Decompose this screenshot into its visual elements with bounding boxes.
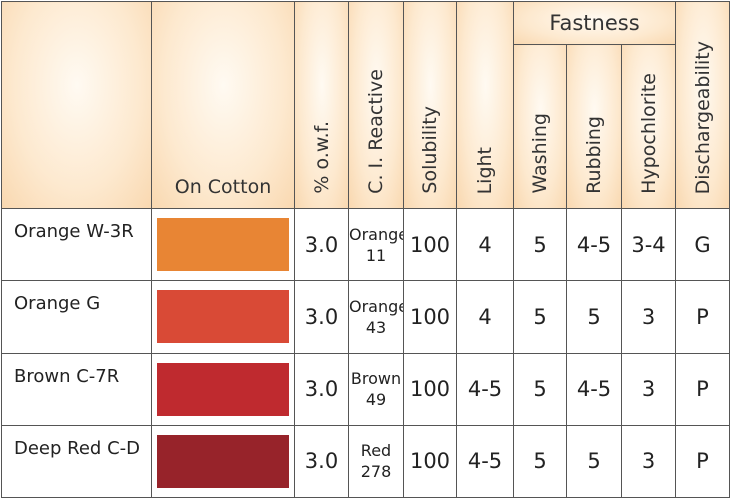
swatch-cell: [151, 207, 295, 282]
washing-value: 5: [513, 280, 567, 354]
ci-number: 278: [360, 462, 392, 482]
ci-name: Brown: [350, 369, 402, 389]
swatch-cell: [151, 280, 295, 354]
rubbing-value: 4-5: [566, 352, 622, 426]
ci-number: 49: [365, 390, 387, 410]
owf-value: 3.0: [294, 207, 349, 282]
light-value: 4-5: [456, 352, 514, 426]
rubbing-value: 5: [566, 280, 622, 354]
ci-number: 11: [365, 245, 387, 265]
header-owf: % o.w.f.: [294, 1, 349, 209]
color-swatch: [157, 434, 289, 488]
header-light-label: Light: [474, 146, 496, 194]
header-hypochlorite-label: Hypochlorite: [637, 73, 660, 194]
hypochlorite-value: 3: [621, 352, 676, 426]
dischargeability-value: P: [675, 424, 730, 499]
color-swatch: [157, 218, 289, 272]
header-solubility-label: Solubility: [419, 106, 441, 194]
header-fastness: Fastness: [513, 1, 676, 45]
dye-name: Orange G: [1, 280, 152, 354]
color-swatch: [157, 290, 289, 344]
hypochlorite-value: 3: [621, 280, 676, 354]
table-row: Brown C-7R 3.0 Brown 49 100 4-5 5 4-5 3 P: [1, 352, 730, 426]
header-rubbing: Rubbing: [566, 44, 622, 209]
washing-value: 5: [513, 207, 567, 282]
header-ci-reactive-label: C. I. Reactive: [365, 69, 387, 194]
solubility-value: 100: [403, 352, 457, 426]
header-on-cotton: On Cotton: [151, 1, 295, 209]
solubility-value: 100: [403, 424, 457, 499]
washing-value: 5: [513, 424, 567, 499]
hypochlorite-value: 3: [621, 424, 676, 499]
table-row: Orange W-3R 3.0 Orange 11 100 4 5 4-5 3-4…: [1, 207, 730, 282]
swatch-cell: [151, 424, 295, 499]
dye-name: Deep Red C-D: [1, 424, 152, 499]
owf-value: 3.0: [294, 280, 349, 354]
dye-name: Brown C-7R: [1, 352, 152, 426]
ci-number: 43: [365, 317, 387, 337]
light-value: 4: [456, 207, 514, 282]
ci-name: Red: [360, 441, 392, 461]
table-row: Orange G 3.0 Orange 43 100 4 5 5 3 P: [1, 280, 730, 354]
solubility-value: 100: [403, 280, 457, 354]
header-hypochlorite: Hypochlorite: [621, 44, 676, 209]
hypochlorite-value: 3-4: [621, 207, 676, 282]
header-owf-label: % o.w.f.: [310, 121, 333, 194]
swatch-cell: [151, 352, 295, 426]
ci-name: Orange: [349, 296, 404, 316]
table-row: Deep Red C-D 3.0 Red 278 100 4-5 5 5 3 P: [1, 424, 730, 499]
light-value: 4: [456, 280, 514, 354]
owf-value: 3.0: [294, 424, 349, 499]
ci-reactive-value: Brown 49: [348, 352, 404, 426]
header-dischargeability-label: Dischargeability: [691, 40, 714, 194]
owf-value: 3.0: [294, 352, 349, 426]
header-ci-reactive: C. I. Reactive: [348, 1, 404, 209]
ci-name: Orange: [349, 224, 404, 244]
header-name-blank: [1, 1, 152, 209]
solubility-value: 100: [403, 207, 457, 282]
ci-reactive-value: Orange 11: [348, 207, 404, 282]
header-dischargeability: Dischargeability: [675, 1, 730, 209]
dischargeability-value: G: [675, 207, 730, 282]
rubbing-value: 5: [566, 424, 622, 499]
ci-reactive-value: Red 278: [348, 424, 404, 499]
color-swatch: [157, 362, 289, 416]
dischargeability-value: P: [675, 280, 730, 354]
header-washing-label: Washing: [529, 113, 551, 194]
header-washing: Washing: [513, 44, 567, 209]
rubbing-value: 4-5: [566, 207, 622, 282]
dischargeability-value: P: [675, 352, 730, 426]
light-value: 4-5: [456, 424, 514, 499]
washing-value: 5: [513, 352, 567, 426]
header-rubbing-label: Rubbing: [583, 116, 605, 194]
header-light: Light: [456, 1, 514, 209]
ci-reactive-value: Orange 43: [348, 280, 404, 354]
dye-name: Orange W-3R: [1, 207, 152, 282]
header-solubility: Solubility: [403, 1, 457, 209]
